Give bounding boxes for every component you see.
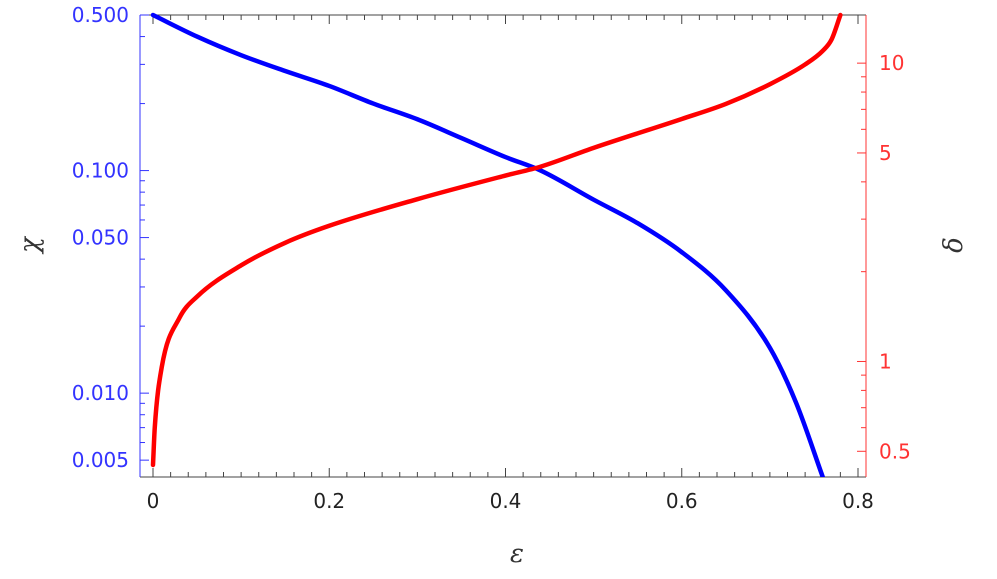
right-tick-label: 10 <box>879 51 904 75</box>
chi-series-line <box>150 12 825 477</box>
axis-ticks <box>140 14 866 477</box>
x-tick-label: 0.2 <box>313 489 345 513</box>
right-tick-label: 0.5 <box>879 439 911 463</box>
left-tick-label: 0.010 <box>72 381 129 405</box>
series-layer <box>150 12 843 477</box>
x-tick-label: 0.4 <box>490 489 522 513</box>
x-axis-title: ε <box>510 539 524 569</box>
right-tick-label: 5 <box>879 141 892 165</box>
left-tick-label: 0.005 <box>72 448 129 472</box>
left-tick-label: 0.500 <box>72 3 129 27</box>
delta-series-line <box>150 12 843 468</box>
x-tick-label: 0.6 <box>666 489 698 513</box>
left-y-axis-title: χ <box>15 235 45 255</box>
left-tick-label: 0.050 <box>72 226 129 250</box>
left-tick-label: 0.100 <box>72 159 129 183</box>
x-tick-label: 0 <box>147 489 160 513</box>
right-y-axis-title: δ <box>939 237 969 253</box>
plot-frame <box>139 14 867 478</box>
tick-labels: 0 0.2 0.4 0.6 0.8 0.005 0.010 0.050 0.100 0.500 0.… <box>72 3 911 513</box>
x-tick-label: 0.8 <box>842 489 874 513</box>
right-tick-label: 1 <box>879 349 892 373</box>
